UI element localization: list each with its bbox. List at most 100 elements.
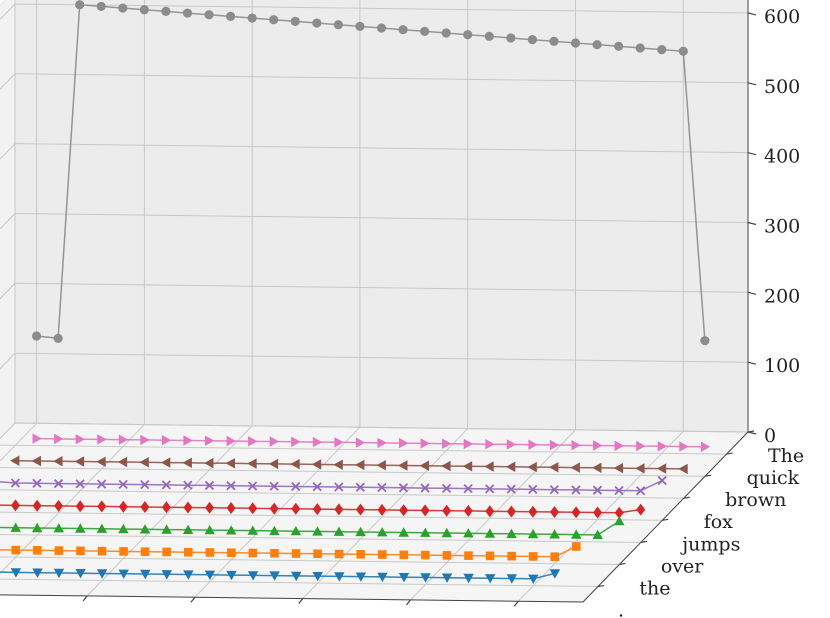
data-point <box>117 456 128 468</box>
data-point <box>527 528 539 539</box>
data-point <box>377 482 387 493</box>
data-point <box>571 529 582 539</box>
data-point <box>53 568 65 579</box>
data-point <box>118 434 129 445</box>
data-point <box>527 35 538 45</box>
data-point <box>32 478 42 488</box>
data-point <box>161 435 172 446</box>
data-point <box>32 433 42 444</box>
z-tick-mark <box>747 361 757 365</box>
data-point <box>420 573 431 583</box>
data-point <box>441 573 453 583</box>
data-point <box>118 3 128 13</box>
data-point <box>75 479 85 489</box>
data-point <box>205 501 215 514</box>
data-point <box>377 437 387 449</box>
data-point <box>226 502 236 514</box>
data-point <box>398 460 408 471</box>
data-point <box>656 463 667 474</box>
data-point <box>441 460 451 472</box>
x-axis-line <box>0 594 584 603</box>
data-point <box>657 475 667 486</box>
z-tick-mark <box>747 291 757 295</box>
data-point <box>463 438 474 450</box>
data-point <box>549 485 559 495</box>
data-point <box>118 523 129 534</box>
data-point <box>463 573 474 584</box>
data-point <box>32 522 43 533</box>
data-point <box>678 463 688 475</box>
y-tick-label: brown <box>725 489 786 511</box>
data-point <box>593 440 603 451</box>
z-tick-label: 0 <box>764 425 776 447</box>
series-jumps <box>0 499 646 519</box>
data-point <box>10 568 22 578</box>
data-point <box>139 457 149 468</box>
data-point <box>441 527 452 538</box>
z-tick-label: 600 <box>764 6 800 28</box>
data-point <box>139 5 149 15</box>
data-point <box>592 529 603 539</box>
x-tick-mark <box>513 600 519 607</box>
z-tick-mark <box>747 152 757 156</box>
data-point <box>53 478 64 489</box>
data-point <box>333 20 343 30</box>
data-point <box>31 455 41 467</box>
data-point <box>226 481 236 491</box>
data-point <box>291 571 302 582</box>
data-point <box>570 462 580 473</box>
data-point <box>636 503 646 516</box>
data-point <box>485 505 495 518</box>
data-point <box>528 439 538 450</box>
data-point <box>161 524 172 534</box>
data-point <box>291 549 301 558</box>
data-point <box>96 523 108 533</box>
data-point <box>463 504 473 517</box>
data-point <box>270 548 279 558</box>
data-point <box>204 10 214 20</box>
data-point <box>97 500 107 513</box>
data-point <box>291 481 301 492</box>
z-tick-label: 200 <box>764 285 800 307</box>
data-point <box>376 23 387 33</box>
data-point <box>118 569 129 579</box>
data-point <box>549 529 560 539</box>
data-point <box>570 38 581 48</box>
data-point <box>506 574 517 584</box>
data-point <box>291 436 301 447</box>
data-point <box>311 459 322 470</box>
data-point <box>463 483 473 494</box>
data-point <box>356 503 365 516</box>
data-point <box>528 574 539 584</box>
data-point <box>10 522 21 532</box>
data-point <box>31 331 42 341</box>
y-tick-mark <box>683 496 690 499</box>
data-point <box>96 569 108 579</box>
data-point <box>377 572 388 583</box>
data-point <box>96 456 106 467</box>
data-point <box>679 441 689 452</box>
data-point <box>507 551 516 561</box>
data-point <box>484 528 496 538</box>
data-point <box>678 46 688 56</box>
data-point <box>205 548 215 557</box>
data-point <box>333 459 343 470</box>
y-tick-label: the <box>639 577 670 599</box>
data-point <box>269 571 280 581</box>
data-point <box>700 441 711 452</box>
data-point <box>75 0 85 10</box>
pane-back <box>14 0 749 433</box>
data-point <box>657 441 668 452</box>
data-point <box>140 569 151 580</box>
data-point <box>312 526 323 536</box>
data-point <box>75 500 85 513</box>
data-point <box>506 484 516 494</box>
data-point <box>420 504 430 517</box>
data-point <box>442 504 452 517</box>
data-point <box>182 8 193 18</box>
data-point <box>54 546 64 555</box>
data-point <box>204 570 216 580</box>
data-point <box>183 480 193 490</box>
data-point <box>247 481 258 491</box>
data-point <box>462 461 473 472</box>
